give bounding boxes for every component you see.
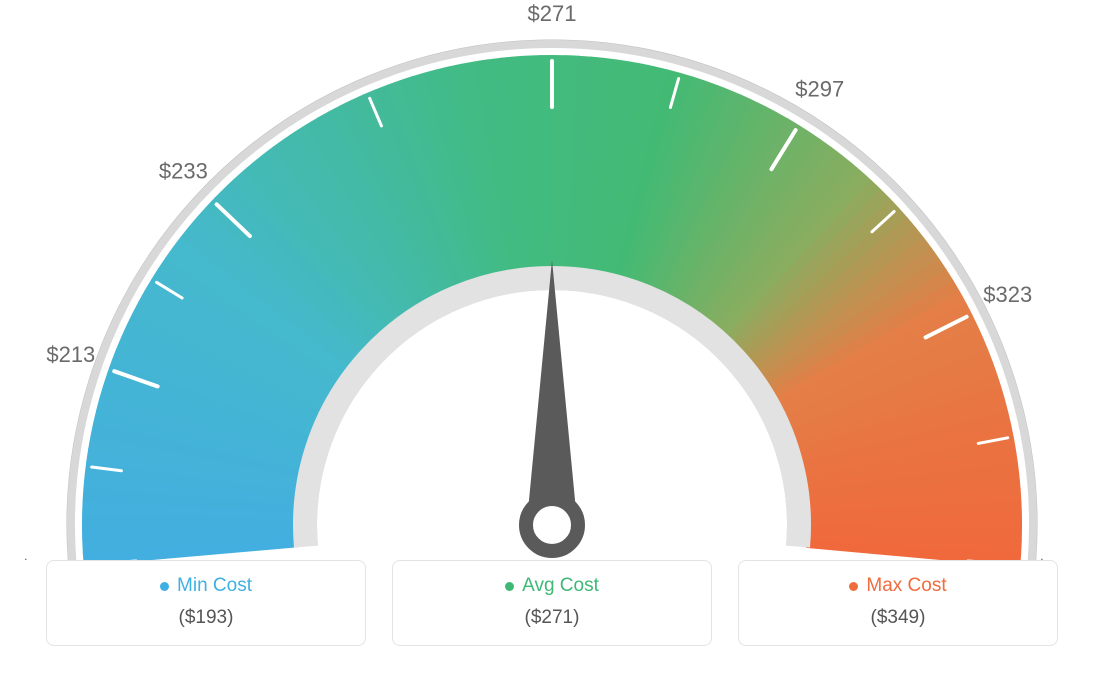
legend-value-min: ($193): [47, 607, 365, 629]
legend-label-row: Avg Cost: [393, 575, 711, 597]
gauge-svg: $193 $213 $233 $271 $297 $323 $349: [0, 0, 1104, 560]
gauge-chart: $193 $213 $233 $271 $297 $323 $349: [0, 0, 1104, 560]
legend-dot-min: [160, 582, 169, 591]
svg-text:$297: $297: [795, 77, 844, 102]
legend-label-row: Min Cost: [47, 575, 365, 597]
legend-card-max: Max Cost ($349): [738, 560, 1058, 646]
svg-text:$213: $213: [46, 342, 95, 367]
legend-card-avg: Avg Cost ($271): [392, 560, 712, 646]
svg-text:$323: $323: [983, 282, 1032, 307]
legend-value-max: ($349): [739, 607, 1057, 629]
legend-label-row: Max Cost: [739, 575, 1057, 597]
legend-card-min: Min Cost ($193): [46, 560, 366, 646]
legend-label-min: Min Cost: [177, 575, 252, 597]
legend-dot-max: [849, 582, 858, 591]
legend-dot-avg: [505, 582, 514, 591]
svg-text:$271: $271: [528, 1, 577, 26]
svg-text:$193: $193: [19, 555, 68, 560]
legend-value-avg: ($271): [393, 607, 711, 629]
legend-row: Min Cost ($193) Avg Cost ($271) Max Cost…: [0, 560, 1104, 646]
svg-text:$349: $349: [1036, 555, 1085, 560]
legend-label-avg: Avg Cost: [522, 575, 599, 597]
svg-text:$233: $233: [159, 158, 208, 183]
legend-label-max: Max Cost: [866, 575, 946, 597]
